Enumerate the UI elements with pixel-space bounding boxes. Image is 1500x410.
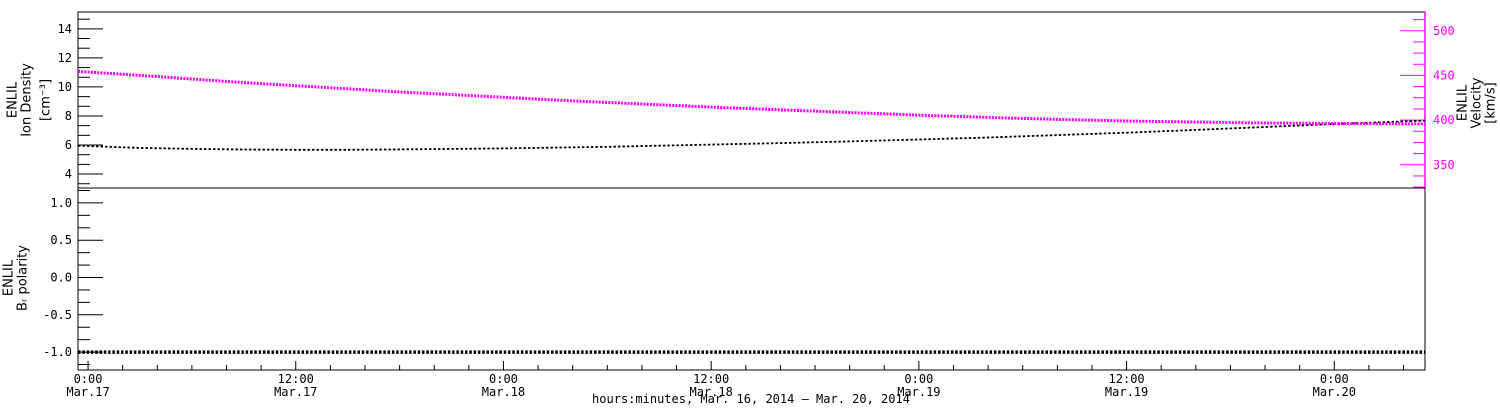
x-tick-time-label: 12:00: [693, 372, 729, 386]
y-tick-label: -0.5: [43, 308, 72, 322]
velocity-axis-label-line1: ENLIL: [1455, 84, 1471, 122]
x-axis-title: hours:minutes, Mar. 16, 2014 – Mar. 20, …: [592, 392, 910, 406]
x-tick-date-label: Mar.17: [274, 385, 317, 399]
y-tick-label: 0.0: [50, 271, 72, 285]
y-tick-label: 350: [1433, 158, 1455, 172]
y-tick-label: 14: [58, 22, 72, 36]
density-axis-label-line2: Ion Density: [19, 63, 35, 137]
bottom-panel-frame: [77, 187, 1426, 371]
x-tick-time-label: 12:00: [1109, 372, 1145, 386]
y-tick-label: 4: [65, 167, 72, 181]
density-axis-units: [cm⁻³]: [38, 78, 54, 122]
y-tick-label: 500: [1433, 24, 1455, 38]
x-tick-time-label: 12:00: [278, 372, 314, 386]
x-tick-time-label: 0:00: [1320, 372, 1349, 386]
y-tick-label: 1.0: [50, 196, 72, 210]
x-tick-date-label: Mar.18: [482, 385, 525, 399]
x-tick-date-label: Mar.19: [1105, 385, 1148, 399]
polarity-axis-label-line2: Bᵣ polarity: [15, 245, 31, 311]
x-tick-date-label: Mar.18: [689, 385, 732, 399]
y-tick-label: -1.0: [43, 345, 72, 359]
x-tick-time-label: 0:00: [904, 372, 933, 386]
y-tick-label: 400: [1433, 113, 1455, 127]
top-panel-frame: [77, 11, 1426, 189]
polarity-axis-label-line1: ENLIL: [1, 259, 17, 297]
y-tick-label: 12: [58, 51, 72, 65]
y-tick-label: 10: [58, 80, 72, 94]
x-tick-time-label: 0:00: [489, 372, 518, 386]
x-tick-date-label: Mar.17: [66, 385, 109, 399]
y-tick-label: 8: [65, 109, 72, 123]
density-axis-label-line1: ENLIL: [5, 81, 21, 119]
y-tick-label: 450: [1433, 68, 1455, 82]
y-tick-label: 6: [65, 138, 72, 152]
x-tick-time-label: 0:00: [74, 372, 103, 386]
x-tick-date-label: Mar.20: [1313, 385, 1356, 399]
velocity-axis-label-line2: Velocity: [1469, 77, 1485, 129]
x-tick-date-label: Mar.19: [897, 385, 940, 399]
velocity-axis-units: [km/s]: [1483, 82, 1499, 124]
y-tick-label: 0.5: [50, 233, 72, 247]
ion-density-curve: [78, 119, 1425, 151]
velocity-curve: [78, 69, 1425, 126]
